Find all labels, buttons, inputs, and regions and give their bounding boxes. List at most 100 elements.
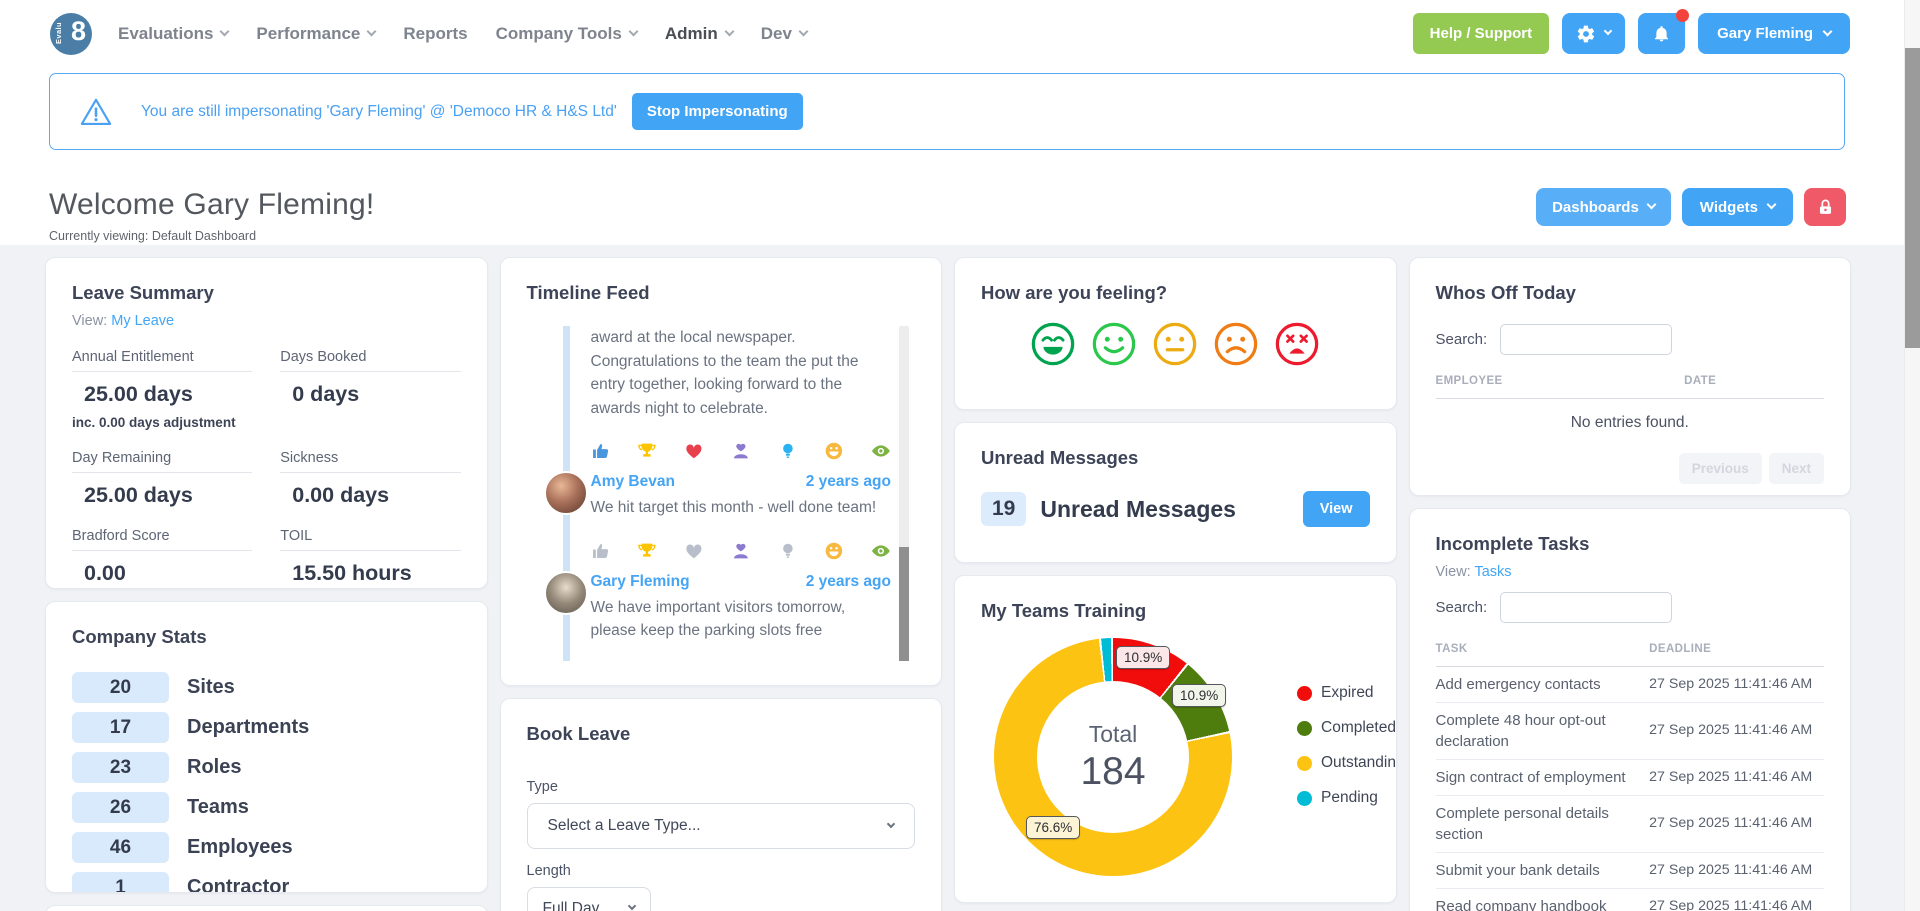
post-author-link[interactable]: Amy Bevan — [590, 473, 675, 491]
care-icon[interactable] — [731, 441, 751, 461]
chevron-down-icon — [219, 26, 230, 36]
eye-icon[interactable] — [871, 441, 891, 461]
view-messages-button[interactable]: View — [1302, 491, 1370, 527]
widgets-area: Leave Summary View: My Leave Annual Enti… — [0, 245, 1904, 911]
table-row: Submit your bank details 27 Sep 2025 11:4… — [1435, 853, 1824, 889]
my-leave-link[interactable]: My Leave — [111, 313, 175, 329]
nav-reports[interactable]: Reports — [403, 23, 468, 43]
table-row: Add emergency contacts 27 Sep 2025 11:41:… — [1435, 667, 1824, 703]
feed-scroll-area[interactable]: award at the local newspaper. Congratula… — [527, 326, 892, 661]
avatar[interactable] — [543, 471, 588, 516]
lock-dashboard-button[interactable] — [1804, 188, 1846, 226]
grin-icon[interactable] — [824, 541, 844, 561]
legend-item-pending[interactable]: Pending — [1297, 789, 1396, 807]
nav-company-tools[interactable]: Company Tools — [496, 24, 639, 44]
help-support-button[interactable]: Help / Support — [1412, 13, 1550, 54]
heart-icon[interactable] — [684, 541, 704, 561]
count-badge: 1 — [72, 872, 169, 892]
stat-row: 23 Roles — [72, 752, 461, 783]
tasks-link[interactable]: Tasks — [1474, 564, 1512, 580]
lightbulb-icon[interactable] — [778, 441, 798, 461]
chevron-down-icon — [1603, 26, 1613, 36]
field-label: Length — [526, 863, 571, 879]
logo-number: 8 — [70, 15, 86, 46]
main-nav: Evaluations Performance Reports Company … — [118, 23, 809, 44]
widget-title: Unread Messages — [981, 447, 1139, 468]
legend-item-completed[interactable]: Completed — [1297, 719, 1396, 737]
heart-icon[interactable] — [684, 441, 704, 461]
mood-unhappy-icon[interactable] — [1213, 321, 1259, 367]
timeline-feed-widget: Timeline Feed award at the local newspap… — [499, 257, 942, 686]
dashboard-actions: Dashboards Widgets — [1536, 188, 1846, 226]
dashboards-dropdown-button[interactable]: Dashboards — [1536, 188, 1671, 226]
stop-impersonating-button[interactable]: Stop Impersonating — [631, 93, 803, 130]
column-1: Leave Summary View: My Leave Annual Enti… — [45, 257, 488, 911]
notifications-button[interactable] — [1638, 9, 1690, 54]
feed-scrollbar-thumb[interactable] — [899, 547, 909, 661]
bell-icon — [1655, 26, 1669, 42]
training-donut-chart[interactable]: Total 184 10.9% 10.9% 76.6% — [994, 638, 1232, 876]
widgets-dropdown-button[interactable]: Widgets — [1681, 188, 1793, 226]
eye-icon[interactable] — [871, 541, 891, 561]
header-actions: Help / Support Gary Fleming — [1412, 9, 1850, 54]
column-header[interactable]: DEADLINE — [1649, 643, 1712, 655]
whos-off-today-widget: Whos Off Today Search: EMPLOYEE DATE No … — [1408, 257, 1851, 496]
nav-admin[interactable]: Admin — [665, 24, 735, 44]
leave-type-select[interactable]: Select a Leave Type... — [526, 803, 915, 849]
top-nav-bar: Evalu 8 Evaluations Performance Reports … — [0, 0, 1920, 67]
column-header[interactable]: TASK — [1435, 643, 1468, 655]
legend-item-expired[interactable]: Expired — [1297, 684, 1396, 702]
logo-text: Evalu — [54, 21, 63, 44]
chevron-down-icon — [627, 901, 636, 911]
leave-stat: TOIL 15.50 hours — [280, 528, 461, 586]
grin-icon[interactable] — [824, 441, 844, 461]
next-page-button[interactable]: Next — [1768, 453, 1824, 484]
mood-happy-icon[interactable] — [1091, 321, 1137, 367]
page-scrollbar[interactable] — [1904, 0, 1920, 911]
app-logo[interactable]: Evalu 8 — [50, 12, 92, 55]
legend-item-outstanding[interactable]: Outstanding — [1297, 754, 1396, 772]
avatar[interactable] — [543, 570, 588, 615]
feed-scrollbar[interactable] — [899, 326, 909, 661]
table-row: Read company handbook 27 Sep 2025 11:41:4… — [1436, 889, 1825, 911]
care-icon[interactable] — [731, 541, 751, 561]
nav-dev[interactable]: Dev — [761, 24, 809, 44]
widget-title: My Teams Training — [981, 600, 1147, 621]
trophy-icon[interactable] — [637, 541, 657, 561]
feed-post: award at the local newspaper. Congratula… — [527, 326, 892, 461]
donut-total-label: Total — [1088, 720, 1138, 747]
thumbs-up-icon[interactable] — [591, 441, 611, 461]
thumbs-up-icon[interactable] — [591, 541, 611, 561]
reaction-bar — [591, 441, 892, 461]
page-scrollbar-thumb[interactable] — [1905, 48, 1920, 348]
leave-length-select[interactable]: Full Day — [526, 887, 651, 911]
widget-title: Whos Off Today — [1435, 282, 1576, 303]
nav-evaluations[interactable]: Evaluations — [118, 24, 230, 44]
column-header[interactable]: EMPLOYEE — [1435, 375, 1503, 387]
chevron-down-icon — [1766, 199, 1777, 210]
mood-very-happy-icon[interactable] — [1030, 321, 1076, 367]
column-4: Whos Off Today Search: EMPLOYEE DATE No … — [1408, 257, 1851, 911]
post-author-link[interactable]: Gary Fleming — [590, 572, 690, 590]
previous-page-button[interactable]: Previous — [1678, 453, 1762, 484]
company-stats-widget: Company Stats 20 Sites 17 Departments 23 Ro… — [45, 601, 488, 893]
reaction-bar — [591, 541, 892, 561]
notification-badge-dot — [1676, 9, 1690, 22]
trophy-icon[interactable] — [637, 441, 657, 461]
impersonation-message: You are still impersonating 'Gary Flemin… — [141, 102, 617, 120]
tasks-search-input[interactable] — [1500, 592, 1673, 623]
user-menu-button[interactable]: Gary Fleming — [1698, 13, 1850, 54]
mood-very-unhappy-icon[interactable] — [1274, 321, 1320, 367]
widget-title: Incomplete Tasks — [1435, 533, 1590, 554]
nav-performance[interactable]: Performance — [256, 24, 377, 44]
column-header[interactable]: DATE — [1684, 375, 1717, 387]
settings-button[interactable] — [1562, 13, 1626, 54]
lightbulb-icon[interactable] — [778, 541, 798, 561]
slice-label-expired: 10.9% — [1116, 646, 1171, 669]
chevron-down-icon — [1822, 26, 1833, 36]
table-row: Complete 48 hour opt-out declaration 27 S… — [1435, 703, 1824, 760]
whos-off-search-input[interactable] — [1500, 324, 1673, 355]
mood-neutral-icon[interactable] — [1152, 321, 1198, 367]
table-row: Sign contract of employment 27 Sep 2025 1… — [1435, 760, 1824, 796]
